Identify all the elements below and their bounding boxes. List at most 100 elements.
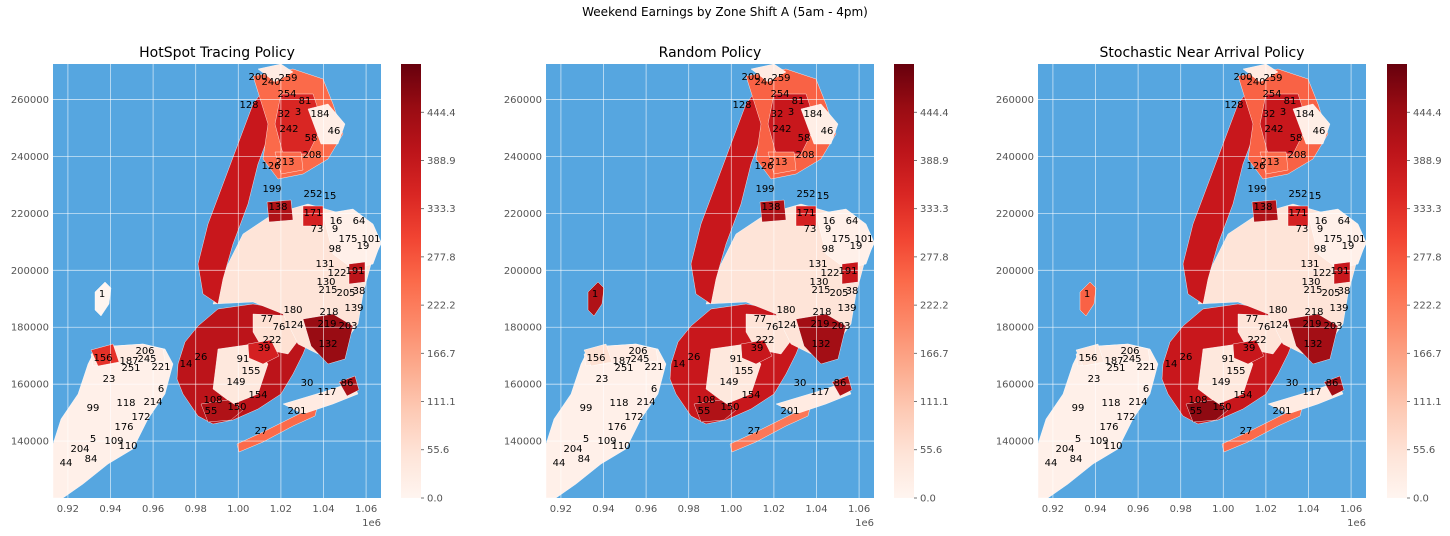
x-tick-label: 0.92: [57, 504, 79, 515]
zone-label: 254: [277, 89, 296, 100]
zone-label: 214: [1128, 397, 1147, 408]
x-tick-label: 1.02: [763, 504, 785, 515]
zone-label: 213: [275, 157, 294, 168]
zone-label: 240: [261, 77, 280, 88]
zone-label: 32: [1263, 109, 1276, 120]
zone-label: 32: [771, 109, 784, 120]
zone-label: 38: [846, 286, 859, 297]
zone-label: 9: [825, 224, 831, 235]
zone-label: 150: [227, 402, 246, 413]
land-zone-191: [1333, 261, 1351, 285]
zone-label: 222: [1247, 335, 1266, 346]
zone-label: 218: [812, 307, 831, 318]
zone-label: 77: [754, 314, 767, 325]
colorbar-tick-label: 166.7: [427, 349, 456, 360]
zone-label: 205: [336, 288, 355, 299]
zone-label: 203: [1323, 321, 1342, 332]
colorbar: [1387, 64, 1407, 498]
zone-label: 126: [754, 161, 773, 172]
zone-label: 187: [119, 356, 138, 367]
zone-label: 155: [734, 366, 753, 377]
zone-label: 175: [831, 234, 850, 245]
zone-label: 64: [353, 216, 366, 227]
zone-label: 132: [318, 339, 337, 350]
zone-label: 118: [116, 398, 135, 409]
zone-label: 201: [287, 406, 306, 417]
zone-label: 259: [1263, 73, 1282, 84]
land-staten-island: [52, 343, 174, 499]
zone-label: 38: [353, 286, 366, 297]
zone-label: 126: [261, 161, 280, 172]
zone-label: 16: [823, 216, 836, 227]
zone-label: 150: [720, 402, 739, 413]
panel-title: HotSpot Tracing Policy: [139, 45, 295, 61]
zone-label: 76: [1258, 322, 1271, 333]
colorbar-tick-label: 166.7: [920, 349, 949, 360]
zone-label: 175: [338, 234, 357, 245]
zone-label: 81: [792, 96, 805, 107]
zone-label: 187: [612, 356, 631, 367]
zone-label: 64: [1338, 216, 1351, 227]
colorbar-tick-label: 388.9: [920, 156, 949, 167]
zone-label: 84: [85, 454, 98, 465]
y-tick-label: 240000: [996, 152, 1034, 163]
zone-label: 180: [283, 305, 302, 316]
zone-label: 206: [135, 346, 154, 357]
y-tick-label: 180000: [996, 323, 1034, 334]
zone-label: 156: [93, 353, 112, 364]
x-offset-label: 1e6: [362, 518, 381, 529]
zone-label: 130: [1301, 277, 1320, 288]
zone-label: 214: [143, 397, 162, 408]
zone-label: 109: [1089, 436, 1108, 447]
zone-label: 99: [580, 403, 593, 414]
zone-label: 81: [1284, 96, 1297, 107]
zone-label: 252: [796, 189, 815, 200]
land-zone-39: [1232, 339, 1265, 365]
colorbar-tick-label: 333.3: [427, 204, 456, 215]
zone-label: 242: [279, 124, 298, 135]
land-zone-55: [693, 399, 737, 423]
zone-label: 1: [592, 289, 598, 300]
zone-label: 64: [846, 216, 859, 227]
zone-label: 242: [1264, 124, 1283, 135]
zone-label: 73: [311, 224, 324, 235]
colorbar-tick-label: 444.4: [427, 108, 456, 119]
zone-label: 204: [1055, 444, 1074, 455]
y-tick-label: 200000: [504, 266, 542, 277]
y-tick-label: 140000: [11, 437, 49, 448]
zone-label: 19: [357, 241, 370, 252]
zone-label: 91: [730, 354, 743, 365]
zone-label: 184: [310, 109, 329, 120]
y-tick-label: 160000: [504, 380, 542, 391]
zone-label: 251: [614, 363, 633, 374]
land-zone-138: [266, 199, 294, 223]
zone-label: 19: [850, 241, 863, 252]
zone-label: 76: [273, 322, 286, 333]
land-bronx-east: [1292, 103, 1331, 145]
land-queens-east: [815, 208, 875, 270]
zone-label: 191: [1330, 266, 1349, 277]
x-tick-label: 1.00: [1212, 504, 1234, 515]
land-zone-171: [795, 205, 817, 227]
y-tick-label: 160000: [11, 380, 49, 391]
x-offset-label: 1e6: [1347, 518, 1366, 529]
zone-label: 1: [99, 289, 105, 300]
zone-label: 259: [771, 73, 790, 84]
zone-label: 124: [284, 320, 303, 331]
zone-label: 46: [1313, 126, 1326, 137]
zone-label: 84: [1070, 454, 1083, 465]
zone-label: 128: [239, 100, 258, 111]
x-tick-label: 1.04: [1297, 504, 1319, 515]
zone-label: 128: [1224, 100, 1243, 111]
colorbar-tick-label: 166.7: [1413, 349, 1442, 360]
zone-label: 208: [302, 150, 321, 161]
colorbar-tick-label: 0.0: [920, 494, 936, 505]
x-tick-label: 0.98: [185, 504, 207, 515]
zone-label: 219: [317, 319, 336, 330]
zone-label: 218: [319, 307, 338, 318]
land-zone-201: [282, 381, 359, 415]
colorbar-tick-label: 277.8: [1413, 252, 1442, 263]
zone-label: 27: [255, 426, 268, 437]
